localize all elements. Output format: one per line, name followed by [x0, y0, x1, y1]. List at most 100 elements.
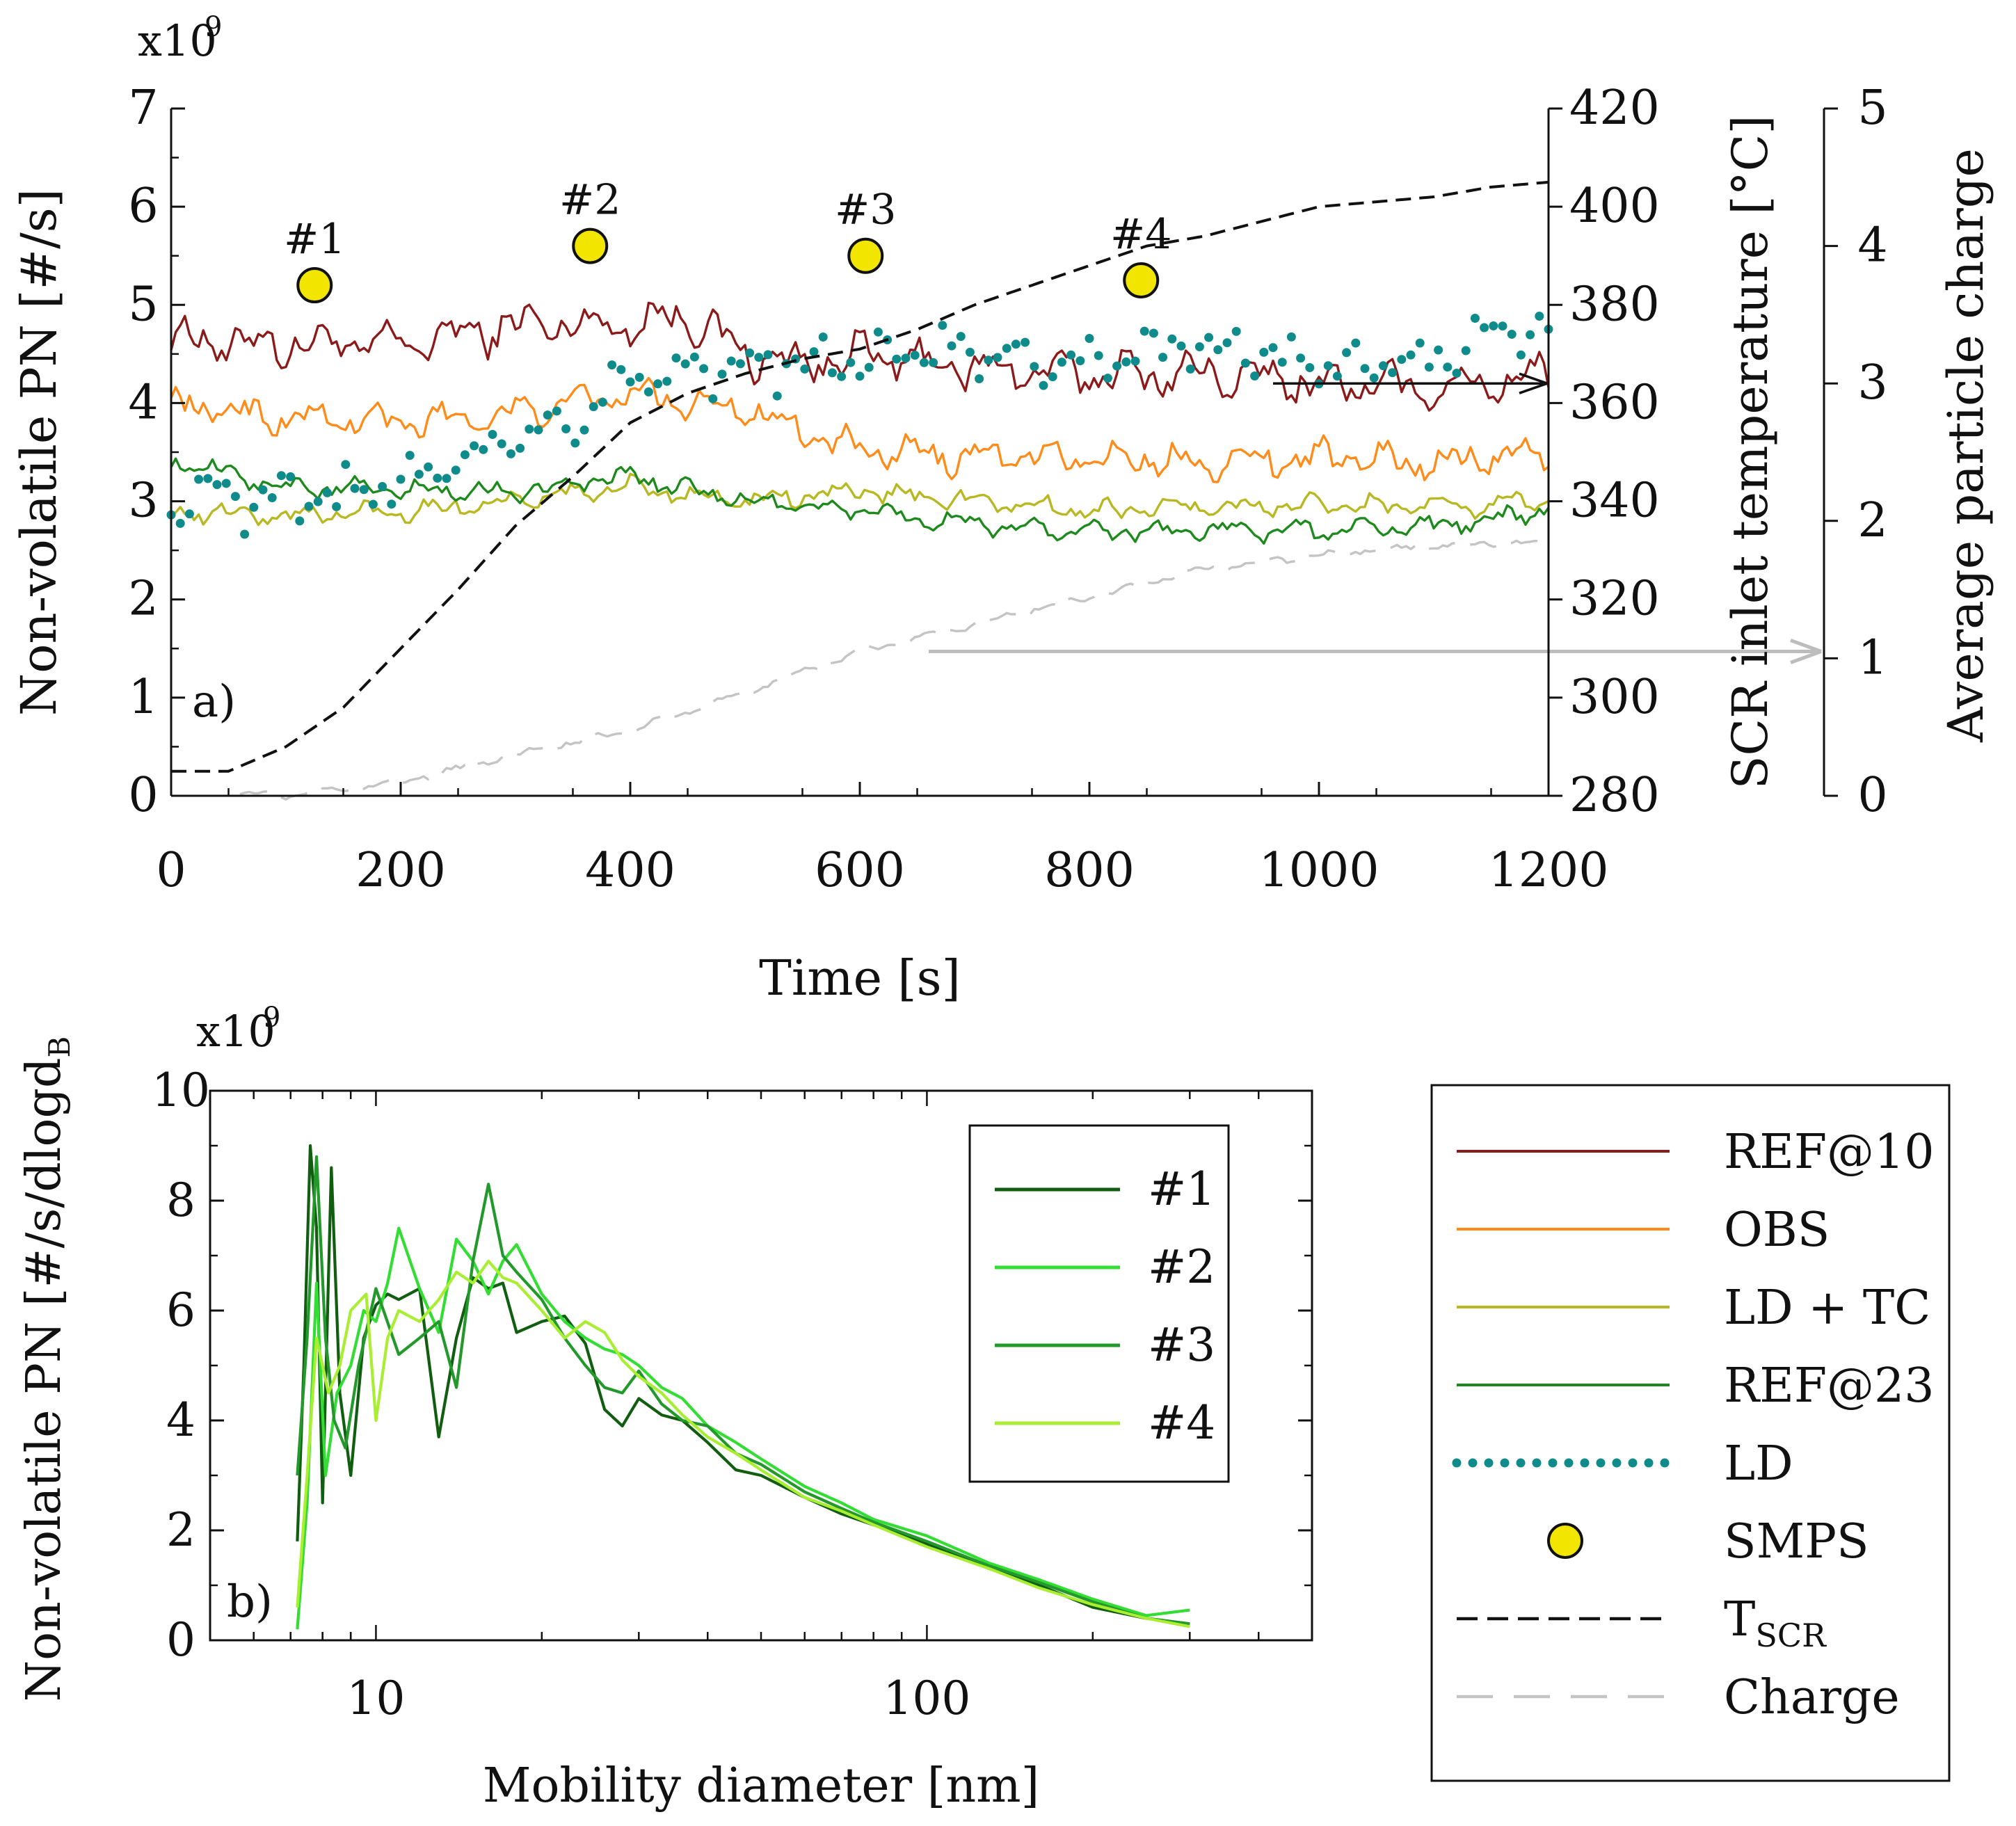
ld-dot	[1286, 332, 1296, 342]
ld-dot	[1103, 374, 1112, 383]
ld-dot	[1305, 363, 1315, 372]
smps-marker	[296, 267, 333, 304]
ld-dot	[616, 365, 626, 374]
ld-dot	[653, 379, 663, 389]
ld-dot	[332, 502, 342, 511]
x-tick-label: 1000	[1258, 843, 1379, 898]
smps-label: #3	[835, 186, 896, 234]
legend-label-text: LD	[1724, 1436, 1793, 1491]
ld-dot	[286, 472, 296, 481]
ld-dot	[1130, 356, 1140, 366]
ld-dot	[754, 353, 764, 362]
ld-dot	[378, 481, 387, 491]
y3-axis-label: Average particle charge	[1937, 148, 1994, 743]
y3-tick-label: 0	[1857, 768, 1887, 823]
ld-dot	[763, 350, 773, 360]
ld-dot	[552, 406, 561, 416]
smps-label: #1	[284, 215, 345, 264]
legend-b-label: #2	[1148, 1240, 1215, 1294]
y-tick-label: 5	[128, 277, 158, 332]
y3-tick-label: 4	[1857, 218, 1887, 273]
series-line-n4	[296, 1259, 1190, 1628]
ld-dot	[993, 353, 1002, 362]
ld-dot	[1213, 345, 1223, 355]
ld-dot	[1121, 357, 1131, 367]
ld-dot	[525, 424, 534, 434]
ld-dot	[1139, 326, 1149, 336]
legend-ld-dot	[1564, 1458, 1574, 1468]
ld-dot	[589, 402, 598, 412]
y-axis-label-sub: B	[42, 1036, 77, 1058]
ld-dot	[579, 425, 589, 435]
y-tick-label: 2	[128, 572, 158, 627]
legend-b-label: #1	[1148, 1162, 1215, 1216]
ld-dot	[1351, 338, 1361, 348]
ld-dot	[1094, 351, 1103, 360]
ld-dot	[267, 493, 277, 502]
ld-dot	[625, 377, 635, 387]
ld-dot	[396, 474, 406, 484]
ld-dot	[451, 465, 461, 475]
series-line-obs	[170, 376, 1549, 483]
ld-dot	[1185, 365, 1195, 374]
ld-dot	[873, 327, 883, 337]
y2-tick-label: 360	[1569, 375, 1660, 430]
x-tick-label: 1200	[1488, 843, 1608, 898]
y-tick-label: 3	[128, 474, 158, 529]
panel-label-a: a)	[192, 676, 236, 728]
y-tick-label: 4	[166, 1393, 195, 1447]
main-legend: REF@10 OBS LD + TC REF@23 LD SMPS TSCR Charge	[1430, 1084, 1951, 1782]
y-multiplier-exponent: 9	[263, 1002, 280, 1034]
ld-dot	[561, 424, 571, 433]
ld-dot	[662, 376, 672, 386]
ld-dot	[1085, 334, 1094, 343]
legend-label-sub: SCR	[1755, 1617, 1827, 1654]
ld-dot	[221, 479, 231, 488]
ld-dot	[230, 492, 240, 502]
x-tick-label: 800	[1044, 843, 1135, 898]
ld-dot	[515, 443, 525, 453]
y-tick-label: 2	[166, 1503, 195, 1557]
ld-dot	[240, 529, 250, 539]
legend-frame	[1430, 1084, 1951, 1782]
ld-dot	[258, 485, 268, 495]
ld-dot	[433, 473, 442, 483]
series-line-ref-23	[170, 457, 1550, 545]
ld-dot	[1516, 350, 1526, 360]
ld-dot	[680, 359, 690, 369]
ld-dot	[1204, 333, 1214, 342]
ld-dot	[892, 354, 902, 364]
ld-dot	[1434, 345, 1443, 355]
ld-dot	[1296, 353, 1306, 363]
legend-label: SMPS	[1724, 1514, 1869, 1569]
ld-dot	[1176, 341, 1186, 351]
ld-dot	[1470, 314, 1480, 323]
ld-dot	[1222, 338, 1232, 348]
ld-dot	[1535, 312, 1544, 321]
ld-dot	[1443, 362, 1453, 372]
ld-dot	[671, 353, 681, 363]
x-tick-label: 600	[815, 843, 905, 898]
ld-dot	[1002, 344, 1011, 353]
legend-label: TSCR	[1724, 1592, 1827, 1654]
ld-dot	[818, 333, 828, 342]
legend-ld-dot	[1612, 1458, 1622, 1468]
ld-dot	[249, 502, 259, 512]
ld-dot	[837, 371, 847, 381]
legend-smps-marker	[1547, 1523, 1583, 1559]
ld-dot	[1498, 321, 1507, 331]
legend-b-label: #3	[1148, 1318, 1215, 1372]
ld-dot	[634, 372, 644, 382]
y3-tick-label: 5	[1857, 81, 1887, 136]
legend-label-text: OBS	[1724, 1203, 1830, 1258]
ld-dot	[1526, 330, 1535, 339]
ld-dot	[1323, 361, 1333, 371]
y-tick-label: 1	[128, 670, 158, 725]
ld-dot	[424, 462, 433, 472]
ld-dot	[689, 352, 699, 362]
ld-dot	[506, 449, 515, 458]
ld-dot	[497, 439, 506, 449]
ld-dot	[1066, 350, 1076, 360]
x-tick-label: 100	[883, 1672, 970, 1725]
